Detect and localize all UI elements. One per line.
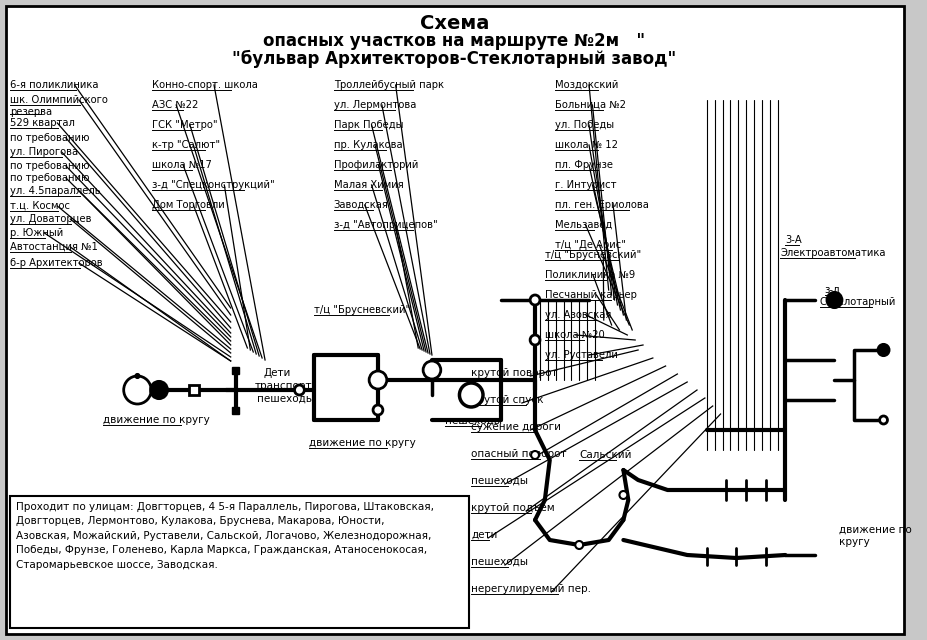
Text: Сальский: Сальский [579, 450, 631, 460]
Text: опасный поворот: опасный поворот [471, 449, 566, 459]
Text: школа №20: школа №20 [545, 330, 604, 340]
Circle shape [373, 405, 383, 415]
Text: шк. Олимпийского
резерва: шк. Олимпийского резерва [10, 95, 108, 116]
Bar [232, 367, 239, 374]
Text: Поликлиника №9: Поликлиника №9 [545, 270, 635, 280]
Text: Троллейбусный парк: Троллейбусный парк [334, 80, 444, 90]
Text: Моздокский: Моздокский [554, 80, 618, 90]
Text: Схема: Схема [420, 14, 489, 33]
Bar [232, 406, 239, 413]
Text: Электроавтоматика: Электроавтоматика [781, 248, 886, 258]
Text: пл. Фрунзе: пл. Фрунзе [554, 160, 613, 170]
Text: к-тр "Салют": к-тр "Салют" [152, 140, 221, 150]
Text: з-д "Спецконструкций": з-д "Спецконструкций" [152, 180, 275, 190]
Circle shape [423, 361, 441, 379]
Bar [10, 496, 469, 628]
Text: Заводская: Заводская [334, 200, 388, 210]
Text: ул. Азовская: ул. Азовская [545, 310, 611, 320]
Text: т.ц. Космос: т.ц. Космос [10, 201, 70, 211]
Circle shape [135, 374, 139, 378]
Circle shape [576, 541, 583, 549]
Text: т/ц "Брусневский": т/ц "Брусневский" [545, 250, 641, 260]
Text: транспорт: транспорт [255, 381, 312, 391]
Text: Мельзавод: Мельзавод [554, 220, 612, 230]
Text: крутой поворот: крутой поворот [471, 368, 558, 378]
Text: ул. Лермонтова: ул. Лермонтова [334, 100, 416, 110]
Text: Автостанция №1: Автостанция №1 [10, 242, 97, 252]
Text: пешеходы: пешеходы [471, 557, 528, 567]
Text: б-р Архитекторов: б-р Архитекторов [10, 258, 103, 268]
Text: Дом Торговли: Дом Торговли [152, 200, 225, 210]
Text: Песчаный карьер: Песчаный карьер [545, 290, 637, 300]
Text: АЗС №22: АЗС №22 [152, 100, 198, 110]
Circle shape [878, 344, 889, 356]
Circle shape [123, 376, 151, 404]
Text: ГСК "Метро": ГСК "Метро" [152, 120, 218, 130]
Circle shape [531, 451, 539, 459]
Text: по требованию: по требованию [10, 133, 89, 143]
Circle shape [369, 371, 387, 389]
Text: "бульвар Архитекторов-Стеклотарный завод": "бульвар Архитекторов-Стеклотарный завод… [233, 50, 677, 68]
Text: движение по
кругу: движение по кругу [839, 525, 912, 547]
Text: ул. Пирогова: ул. Пирогова [10, 147, 78, 157]
Text: т/ц "Брусневский": т/ц "Брусневский" [314, 305, 411, 315]
Text: з-д: з-д [825, 285, 841, 295]
Text: Профилакторий: Профилакторий [334, 160, 418, 170]
Circle shape [150, 381, 168, 399]
Text: ул. 4.5параллель: ул. 4.5параллель [10, 186, 100, 196]
Text: Малая Химия: Малая Химия [334, 180, 403, 190]
Text: р. Южный: р. Южный [10, 228, 63, 238]
Text: по требованию: по требованию [10, 161, 89, 171]
Text: Стеклотарный: Стеклотарный [819, 297, 896, 307]
Text: Дети: Дети [263, 368, 290, 378]
Text: Конно-спорт. школа: Конно-спорт. школа [152, 80, 258, 90]
Text: крутой подъем: крутой подъем [471, 503, 555, 513]
Text: ул. Победы: ул. Победы [554, 120, 614, 130]
Text: движение по кругу: движение по кругу [103, 415, 210, 425]
Text: школа № 12: школа № 12 [554, 140, 617, 150]
Bar [189, 385, 199, 395]
Text: з-д "Автоприцепов": з-д "Автоприцепов" [334, 220, 438, 230]
Text: пешеходы: пешеходы [471, 476, 528, 486]
Text: Проходит по улицам: Довгторцев, 4 5-я Параллель, Пирогова, Штаковская,
Довгторце: Проходит по улицам: Довгторцев, 4 5-я Па… [16, 502, 434, 570]
Text: движение по кругу: движение по кругу [310, 438, 416, 448]
Circle shape [460, 383, 483, 407]
Text: по требованию: по требованию [10, 173, 89, 183]
Text: 6-я поликлиника: 6-я поликлиника [10, 80, 98, 90]
Text: Парк Победы: Парк Победы [334, 120, 403, 130]
Text: сужение дороги: сужение дороги [471, 422, 561, 432]
Text: ул. Руставели: ул. Руставели [545, 350, 617, 360]
Text: Больница №2: Больница №2 [554, 100, 626, 110]
Text: пл. ген. Ермолова: пл. ген. Ермолова [554, 200, 649, 210]
Text: крутой спуск: крутой спуск [471, 395, 544, 405]
Text: пешеходы: пешеходы [257, 394, 314, 404]
Circle shape [619, 491, 628, 499]
Circle shape [827, 292, 843, 308]
Text: ул. Доваторцев: ул. Доваторцев [10, 214, 92, 224]
Text: опасных участков на маршруте №2м   ": опасных участков на маршруте №2м " [263, 32, 645, 50]
Text: нерегулируемый пер.: нерегулируемый пер. [471, 584, 591, 594]
Text: пешеходы: пешеходы [445, 416, 502, 426]
Text: г. Интурист: г. Интурист [554, 180, 616, 190]
Text: т/ц "Де Арис": т/ц "Де Арис" [554, 240, 626, 250]
Text: пр. Кулакова: пр. Кулакова [334, 140, 402, 150]
Circle shape [530, 295, 540, 305]
Text: 3-А: 3-А [785, 235, 802, 245]
Text: школа №17: школа №17 [152, 160, 212, 170]
Circle shape [880, 416, 887, 424]
Circle shape [530, 335, 540, 345]
Text: дети: дети [471, 530, 498, 540]
Text: 529 квартал: 529 квартал [10, 118, 75, 128]
Circle shape [295, 385, 304, 395]
